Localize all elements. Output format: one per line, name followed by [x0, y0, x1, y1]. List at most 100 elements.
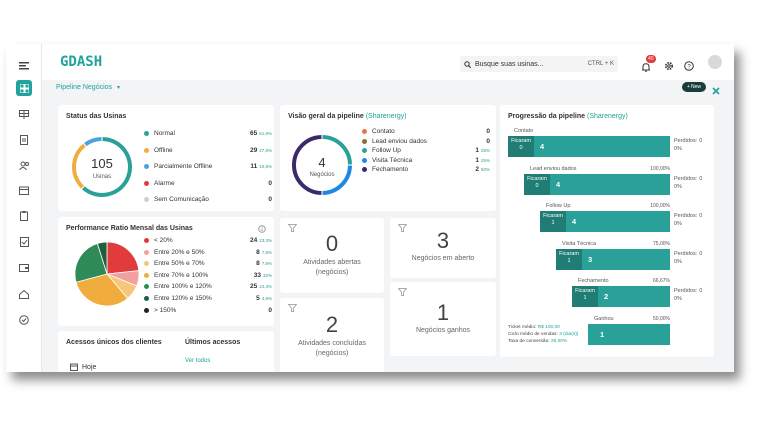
legend-item: Fechamento 2 50%: [362, 165, 490, 174]
page-title-dropdown[interactable]: Pipeline Negócios ▾: [56, 84, 120, 91]
open-deals-label: Negócios em aberto: [411, 255, 475, 262]
funnel-stage-count: 2: [604, 292, 609, 301]
legend-dot: [144, 307, 149, 313]
sidebar-item-dashboard[interactable]: [16, 80, 32, 96]
legend-value: 0: [486, 138, 490, 145]
logo[interactable]: GDASH: [60, 54, 103, 70]
users-icon: [18, 161, 29, 170]
home-icon: [19, 289, 29, 299]
legend-value: 0: [486, 128, 490, 135]
search-input[interactable]: Busque suas usinas... CTRL + K: [460, 56, 618, 72]
funnel-stay-value: 1: [583, 295, 587, 301]
sidebar-item-reports[interactable]: [16, 132, 32, 148]
svg-text:?: ?: [687, 64, 691, 70]
checklist-icon: [19, 237, 29, 247]
funnel-stay-box: Ficaram 0: [508, 136, 534, 157]
help-button[interactable]: ?: [684, 58, 694, 76]
funnel-summary: Ticket médio: R$ 100,00 Ciclo médio de v…: [508, 324, 578, 345]
app-window: GDASH Busque suas usinas... CTRL + K 4 0 …: [6, 44, 734, 372]
excel-export-button[interactable]: [712, 82, 720, 100]
donut-segment: [84, 137, 102, 147]
legend-dot: [144, 284, 149, 290]
cycle-row: Ciclo médio de vendas: 3 (dia(s)): [508, 331, 578, 338]
search-placeholder: Busque suas usinas...: [475, 60, 544, 68]
sidebar-item-calendar[interactable]: [16, 182, 32, 198]
pipeline-overview-company: (Sharenergy): [365, 113, 407, 120]
sidebar-item-users[interactable]: [16, 157, 32, 173]
funnel-lost-value: 0: [699, 175, 703, 182]
sidebar-item-solar[interactable]: [16, 106, 32, 122]
legend-item: Parcialmente Offline 11 10,5%: [144, 162, 272, 171]
status-donut: 105 Usinas: [72, 137, 132, 197]
new-button[interactable]: + New: [682, 82, 706, 92]
sidebar-item-clipboard[interactable]: [16, 208, 32, 224]
cycle-label: Ciclo médio de vendas:: [508, 332, 558, 337]
funnel-lost-label: Perdidos:: [674, 288, 698, 294]
sidebar-item-status[interactable]: [16, 312, 32, 328]
legend-percent: 32%: [262, 272, 272, 278]
filter-icon: [288, 224, 297, 232]
legend-dot: [144, 197, 149, 202]
legend-count: 0: [268, 179, 272, 187]
won-deals-card[interactable]: 1 Negócios ganhos: [390, 282, 496, 356]
funnel-lost-percent: 0%: [674, 183, 682, 190]
notifications-button[interactable]: [642, 59, 650, 77]
legend-value: 8 7,8%: [256, 249, 272, 256]
pipeline-total-label: Negócios: [309, 172, 334, 178]
legend-value: 1 25%: [475, 157, 490, 164]
legend-count: 1: [475, 156, 479, 164]
settings-button[interactable]: [664, 58, 674, 76]
legend-dot: [144, 261, 149, 267]
today-filter[interactable]: Hoje: [70, 363, 96, 371]
legend-count: 8: [256, 248, 260, 256]
completed-activities-sublabel: (negócios): [315, 350, 349, 357]
legend-dot: [144, 296, 149, 301]
won-deals-label: Negócios ganhos: [415, 327, 471, 334]
legend-dot: [144, 180, 149, 186]
funnel-lost-value: 0: [699, 288, 703, 294]
avatar[interactable]: [708, 55, 722, 69]
info-icon[interactable]: [258, 225, 266, 233]
sidebar: [6, 44, 42, 372]
legend-label: Contato: [372, 128, 395, 135]
legend-item: Normal 65 61,9%: [144, 129, 272, 138]
document-icon: [20, 135, 28, 145]
funnel-stay-box: Ficaram 1: [556, 248, 582, 270]
acessos-title: Acessos únicos dos clientes: [66, 339, 162, 346]
legend-percent: 7,8%: [261, 249, 272, 255]
won-deals-value: 1: [436, 300, 450, 325]
funnel-card: Progressão da pipeline (Sharenergy) Cont…: [500, 105, 714, 357]
legend-label: < 20%: [154, 237, 173, 244]
funnel-stay-label: Ficaram: [559, 250, 579, 257]
open-activities-card[interactable]: 0 Atividades abertas (negócios): [280, 218, 384, 293]
sidebar-item-wallet[interactable]: [16, 260, 32, 276]
open-deals-card[interactable]: 3 Negócios em aberto: [390, 218, 496, 278]
legend-count: 0: [268, 306, 272, 314]
legend-value: 2 50%: [475, 166, 490, 173]
calendar-icon: [19, 186, 29, 195]
legend-count: 5: [256, 295, 260, 302]
acessos-card: Acessos únicos dos clientes Últimos aces…: [58, 331, 274, 372]
legend-dot: [362, 157, 367, 163]
legend-item: Sem Comunicação 0: [144, 195, 272, 204]
legend-item: > 150% 0: [144, 306, 272, 315]
performance-pie: [74, 241, 140, 307]
search-shortcut: CTRL + K: [587, 61, 614, 67]
sidebar-item-home[interactable]: [16, 286, 32, 302]
sidebar-item-tasks[interactable]: [16, 234, 32, 250]
chevron-down-icon: ▾: [117, 85, 121, 91]
funnel-stage-count: 3: [588, 254, 593, 264]
legend-label: Normal: [154, 130, 175, 137]
funnel-bar: [588, 323, 670, 345]
menu-icon[interactable]: [16, 58, 32, 74]
completed-activities-card[interactable]: 2 Atividades concluídas (negócios): [280, 298, 384, 372]
funnel-bar: [540, 211, 670, 232]
pie-slice: [74, 242, 108, 283]
legend-count: 8: [256, 260, 260, 268]
legend-label: Parcialmente Offline: [154, 163, 213, 170]
see-all-link[interactable]: Ver todos: [185, 358, 211, 364]
funnel-lost-value: 0: [699, 138, 703, 144]
funnel-stay-label: Ficaram: [575, 288, 595, 294]
dashboard-icon: [19, 83, 29, 93]
legend-dot: [144, 164, 149, 169]
